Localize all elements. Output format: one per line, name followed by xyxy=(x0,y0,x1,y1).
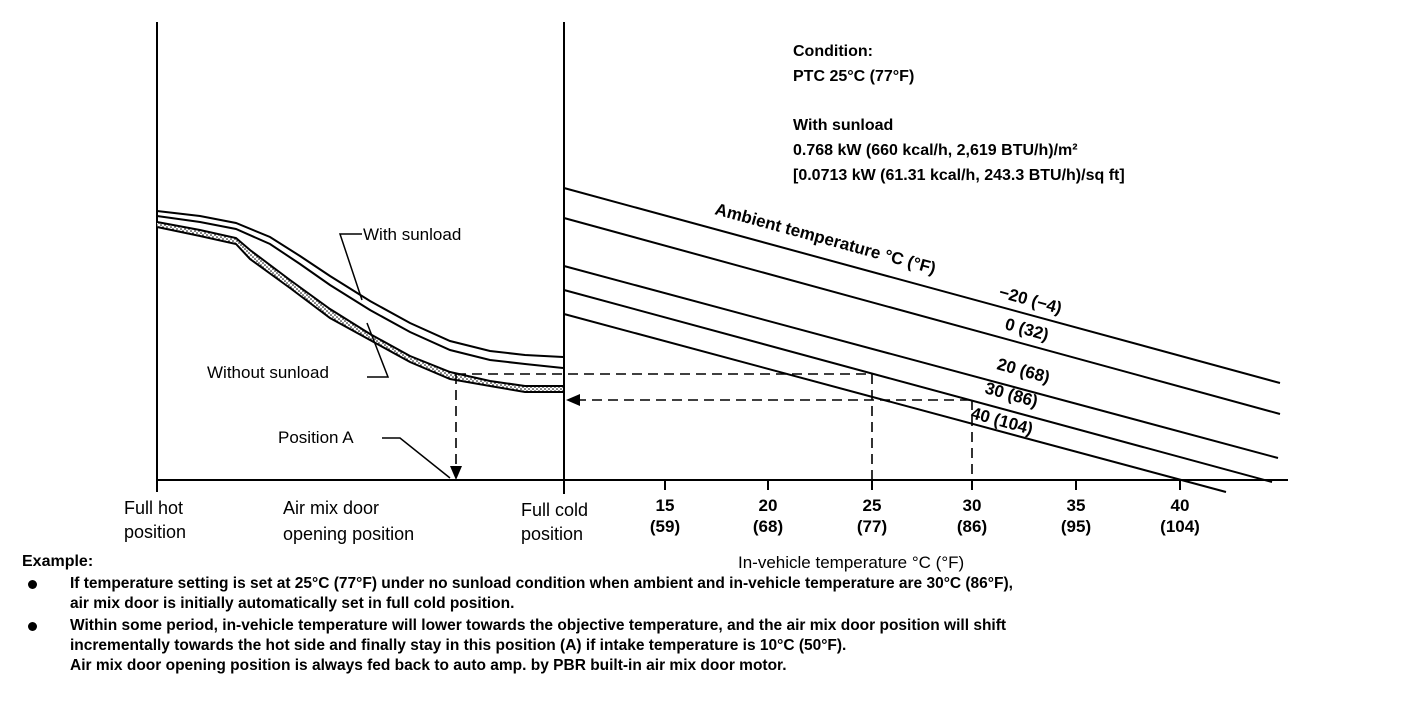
x-tick-label-35-f: (95) xyxy=(1061,517,1091,536)
full-hot-label-1: Full hot xyxy=(124,498,183,518)
condition-sunload-line1: 0.768 kW (660 kcal/h, 2,619 BTU/h)/m² xyxy=(793,142,1078,159)
example-notes: Example: If temperature setting is set a… xyxy=(22,552,1392,676)
air-mix-label-1: Air mix door xyxy=(283,498,379,518)
with-sunload-leader xyxy=(338,233,363,301)
ambient-line-40 xyxy=(563,313,1227,493)
bullet-1-line-2: air mix door is initially automatically … xyxy=(70,595,515,612)
ambient-line-30 xyxy=(563,289,1273,483)
full-cold-label-2: position xyxy=(521,524,583,544)
with-sunload-curve-lower xyxy=(156,215,564,369)
x-tick-label-15: 15 xyxy=(656,496,675,515)
position-a-arrowhead xyxy=(450,466,462,480)
bullet-1-line-1: If temperature setting is set at 25°C (7… xyxy=(70,575,1013,592)
condition-sunload-line2: [0.0713 kW (61.31 kcal/h, 243.3 BTU/h)/s… xyxy=(793,167,1125,184)
without-sunload-leader xyxy=(366,322,390,378)
ambient-line-0 xyxy=(563,217,1281,415)
bullet-dot-icon xyxy=(28,622,37,631)
example-bullet-2: Within some period, in-vehicle temperatu… xyxy=(22,616,1392,676)
x-tick-label-40: 40 xyxy=(1171,496,1190,515)
bullet-2-line-2: incrementally towards the hot side and f… xyxy=(70,637,847,654)
example-bullet-1: If temperature setting is set at 25°C (7… xyxy=(22,574,1392,614)
without-sunload-curve-upper xyxy=(156,221,563,387)
intake-arrowhead xyxy=(566,394,580,406)
full-cold-label-1: Full cold xyxy=(521,500,588,520)
condition-title: Condition: xyxy=(793,43,873,60)
position-a-label: Position A xyxy=(278,428,354,447)
x-tick-label-40-f: (104) xyxy=(1160,517,1200,536)
with-sunload-label: With sunload xyxy=(363,225,461,244)
bullet-2-line-3: Air mix door opening position is always … xyxy=(70,657,787,674)
ambient-line-20 xyxy=(563,265,1279,459)
x-axis-title: In-vehicle temperature °C (°F) xyxy=(738,553,964,572)
full-hot-label-2: position xyxy=(124,522,186,542)
x-tick-label-30: 30 xyxy=(963,496,982,515)
example-title: Example: xyxy=(22,553,94,570)
ambient-line-minus20 xyxy=(563,187,1281,384)
with-sunload-curve-upper xyxy=(156,210,564,358)
x-tick-label-25: 25 xyxy=(863,496,882,515)
x-tick-label-20: 20 xyxy=(759,496,778,515)
bullet-dot-icon xyxy=(28,580,37,589)
x-ticks xyxy=(664,480,1181,490)
x-tick-label-20-f: (68) xyxy=(753,517,783,536)
x-tick-label-25-f: (77) xyxy=(857,517,887,536)
series-label-minus20: −20 (−4) xyxy=(997,283,1064,318)
x-tick-label-15-f: (59) xyxy=(650,517,680,536)
condition-ptc: PTC 25°C (77°F) xyxy=(793,68,914,85)
x-tick-label-35: 35 xyxy=(1067,496,1086,515)
without-sunload-label: Without sunload xyxy=(207,363,329,382)
dashed-guides xyxy=(455,373,973,480)
air-mix-label-2: opening position xyxy=(283,524,414,544)
x-tick-label-30-f: (86) xyxy=(957,517,987,536)
position-a-leader xyxy=(382,437,451,479)
condition-sunload-title: With sunload xyxy=(793,117,893,134)
bullet-2-line-1: Within some period, in-vehicle temperatu… xyxy=(70,617,1007,634)
without-sunload-curve-lower xyxy=(156,226,563,393)
